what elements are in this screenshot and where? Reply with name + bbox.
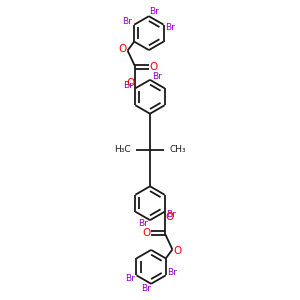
- Text: Br: Br: [167, 210, 176, 219]
- Text: Br: Br: [124, 81, 134, 90]
- Text: O: O: [142, 228, 151, 238]
- Text: Br: Br: [125, 274, 135, 283]
- Text: Br: Br: [168, 268, 178, 277]
- Text: Br: Br: [138, 219, 148, 228]
- Text: H₃C: H₃C: [114, 146, 130, 154]
- Text: Br: Br: [165, 23, 175, 32]
- Text: CH₃: CH₃: [169, 146, 186, 154]
- Text: O: O: [118, 44, 126, 54]
- Text: O: O: [174, 246, 182, 256]
- Text: O: O: [166, 212, 174, 221]
- Text: Br: Br: [152, 72, 162, 81]
- Text: Br: Br: [149, 7, 159, 16]
- Text: Br: Br: [141, 284, 151, 293]
- Text: Br: Br: [122, 17, 132, 26]
- Text: O: O: [126, 79, 134, 88]
- Text: O: O: [149, 62, 158, 72]
